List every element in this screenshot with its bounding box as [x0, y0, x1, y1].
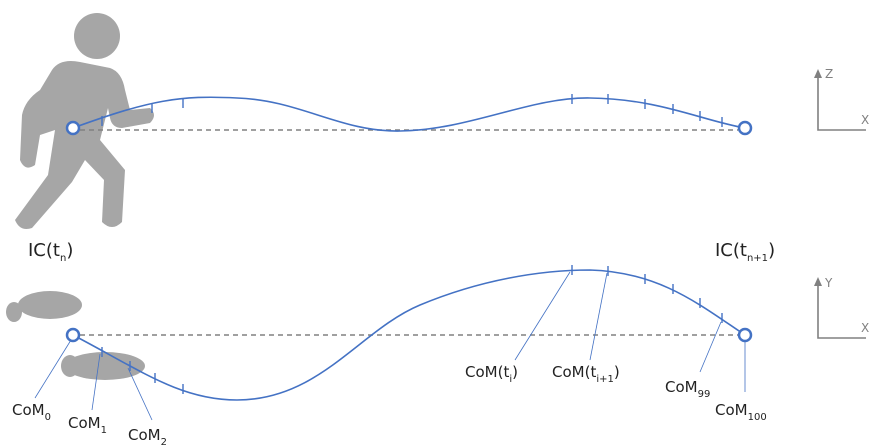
label-sub: 0	[45, 412, 51, 423]
ic-start-label: IC(tn)	[28, 240, 73, 264]
label-sub: 99	[698, 389, 711, 400]
com-trajectory-z	[72, 96, 746, 132]
footprints-icon	[6, 291, 145, 380]
com-label: CoM99	[665, 378, 710, 400]
label-sub: n+1	[747, 253, 768, 264]
com-label: CoM(ti+1)	[552, 363, 620, 385]
com-label: CoM0	[12, 401, 51, 423]
start-point	[65, 327, 81, 343]
leader-lines	[34, 271, 746, 421]
axis-icon	[817, 72, 866, 131]
start-point	[65, 120, 81, 136]
ic-end-label: IC(tn+1)	[715, 240, 775, 264]
label-text: CoM	[128, 426, 161, 444]
label-sub: 100	[748, 412, 767, 423]
axis-label: Z	[825, 67, 833, 81]
sample-ticks	[101, 265, 723, 394]
label-end: )	[512, 363, 518, 381]
sample-ticks	[101, 94, 723, 127]
com-trajectory-y	[72, 269, 746, 401]
label-end: )	[614, 363, 620, 381]
label-text: IC(t	[28, 240, 60, 261]
com-label: CoM100	[715, 401, 767, 423]
label-sub: n	[60, 253, 66, 264]
end-point	[737, 327, 753, 343]
label-text: CoM	[665, 378, 698, 396]
label-text: IC(t	[715, 240, 747, 261]
label-text: CoM(t	[552, 363, 596, 381]
label-text: CoM	[68, 414, 101, 432]
label-sub: 2	[161, 437, 167, 445]
label-end: )	[66, 240, 73, 261]
axis-label: X	[861, 113, 869, 127]
label-text: CoM(t	[465, 363, 509, 381]
label-sub: i+1	[596, 374, 614, 385]
label-sub: i	[509, 374, 512, 385]
label-text: CoM	[715, 401, 748, 419]
label-text: CoM	[12, 401, 45, 419]
axis-icon	[817, 280, 866, 339]
axis-label: Y	[824, 276, 833, 290]
com-label: CoM(ti)	[465, 363, 518, 385]
com-label: CoM1	[68, 414, 107, 436]
axis-label: X	[861, 321, 869, 335]
com-label: CoM2	[128, 426, 167, 445]
label-end: )	[768, 240, 775, 261]
walker-icon	[15, 13, 154, 229]
end-point	[737, 120, 753, 136]
label-sub: 1	[101, 425, 107, 436]
